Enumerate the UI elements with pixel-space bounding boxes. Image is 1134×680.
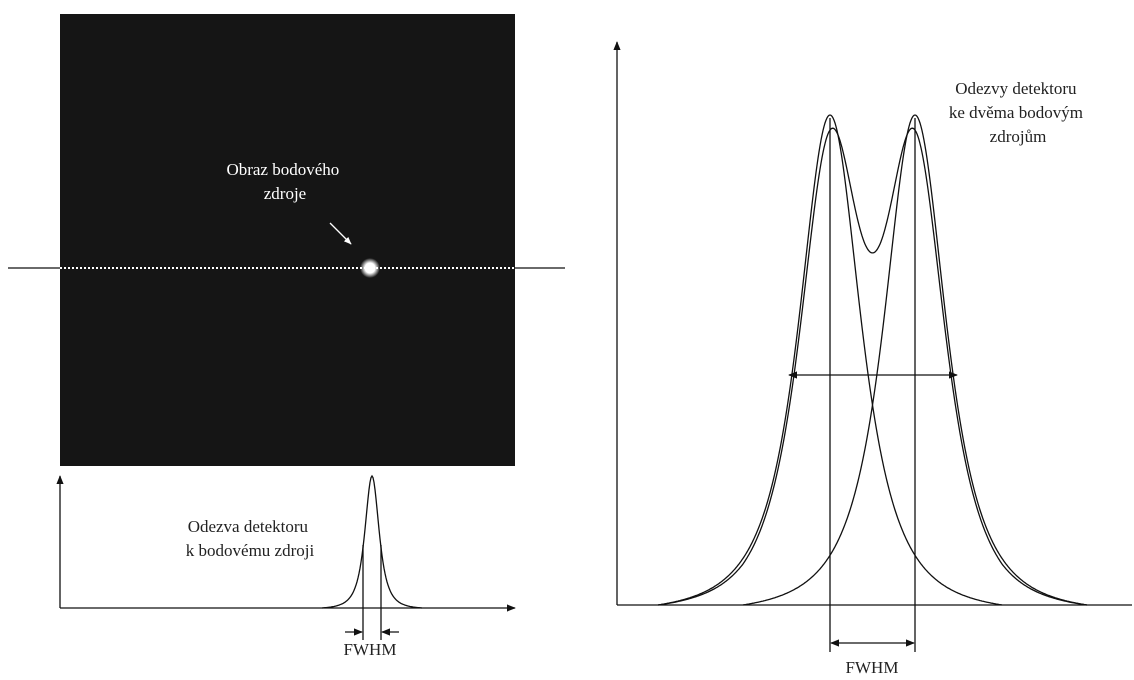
fwhm-label: FWHM — [344, 640, 397, 659]
label-line: zdroje — [264, 184, 306, 203]
diagram: Obraz bodového zdroje FWHM Odezva detekt… — [0, 0, 1134, 680]
detector-image — [60, 14, 515, 466]
label-line: zdrojům — [990, 127, 1047, 146]
label-line: Odezvy detektoru — [955, 79, 1077, 98]
label-line: Odezva detektoru — [188, 517, 309, 536]
response-curve — [322, 476, 422, 608]
label-line: ke dvěma bodovým — [949, 103, 1083, 122]
response-label: Odezvy detektoru ke dvěma bodovým zdrojů… — [949, 79, 1087, 146]
label-line: Obraz bodového — [226, 160, 339, 179]
response-label: Odezva detektoru k bodovému zdroji — [186, 517, 315, 560]
label-line: k bodovému zdroji — [186, 541, 315, 560]
sum-curve — [658, 128, 1087, 605]
point-source — [360, 258, 380, 278]
fwhm-label: FWHM — [846, 658, 899, 677]
